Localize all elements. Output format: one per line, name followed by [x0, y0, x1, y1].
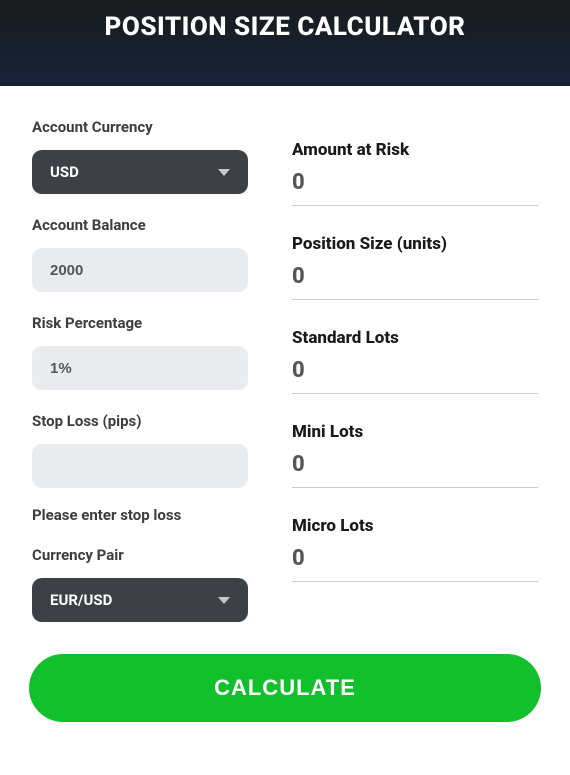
- chevron-down-icon: [218, 169, 230, 176]
- mini-lots-field: Mini Lots 0: [292, 422, 538, 488]
- risk-percentage-field: Risk Percentage: [32, 314, 248, 390]
- account-balance-input[interactable]: [32, 248, 248, 292]
- micro-lots-value: 0: [292, 546, 538, 582]
- account-currency-select[interactable]: USD: [32, 150, 248, 194]
- standard-lots-value: 0: [292, 358, 538, 394]
- stop-loss-label: Stop Loss (pips): [32, 412, 248, 430]
- currency-pair-value: EUR/USD: [50, 591, 112, 609]
- amount-at-risk-field: Amount at Risk 0: [292, 140, 538, 206]
- calculator-body: Account Currency USD Account Balance Ris…: [0, 86, 570, 646]
- account-balance-label: Account Balance: [32, 216, 248, 234]
- account-balance-field: Account Balance: [32, 216, 248, 292]
- amount-at-risk-value: 0: [292, 170, 538, 206]
- stop-loss-helper: Please enter stop loss: [32, 506, 248, 524]
- currency-pair-select[interactable]: EUR/USD: [32, 578, 248, 622]
- inputs-column: Account Currency USD Account Balance Ris…: [32, 118, 248, 622]
- account-currency-field: Account Currency USD: [32, 118, 248, 194]
- stop-loss-input[interactable]: [32, 444, 248, 488]
- currency-pair-field: Currency Pair EUR/USD: [32, 546, 248, 622]
- position-size-label: Position Size (units): [292, 234, 538, 254]
- results-column: Amount at Risk 0 Position Size (units) 0…: [292, 118, 538, 622]
- app-header: POSITION SIZE CALCULATOR: [0, 0, 570, 86]
- risk-percentage-input[interactable]: [32, 346, 248, 390]
- position-size-field: Position Size (units) 0: [292, 234, 538, 300]
- micro-lots-field: Micro Lots 0: [292, 516, 538, 582]
- chevron-down-icon: [218, 597, 230, 604]
- calculate-button[interactable]: CALCULATE: [29, 654, 541, 722]
- account-currency-label: Account Currency: [32, 118, 248, 136]
- currency-pair-label: Currency Pair: [32, 546, 248, 564]
- account-currency-value: USD: [50, 163, 79, 181]
- mini-lots-label: Mini Lots: [292, 422, 538, 442]
- standard-lots-label: Standard Lots: [292, 328, 538, 348]
- mini-lots-value: 0: [292, 452, 538, 488]
- amount-at-risk-label: Amount at Risk: [292, 140, 538, 160]
- micro-lots-label: Micro Lots: [292, 516, 538, 536]
- page-title: POSITION SIZE CALCULATOR: [105, 12, 466, 42]
- standard-lots-field: Standard Lots 0: [292, 328, 538, 394]
- risk-percentage-label: Risk Percentage: [32, 314, 248, 332]
- position-size-value: 0: [292, 264, 538, 300]
- stop-loss-field: Stop Loss (pips) Please enter stop loss: [32, 412, 248, 524]
